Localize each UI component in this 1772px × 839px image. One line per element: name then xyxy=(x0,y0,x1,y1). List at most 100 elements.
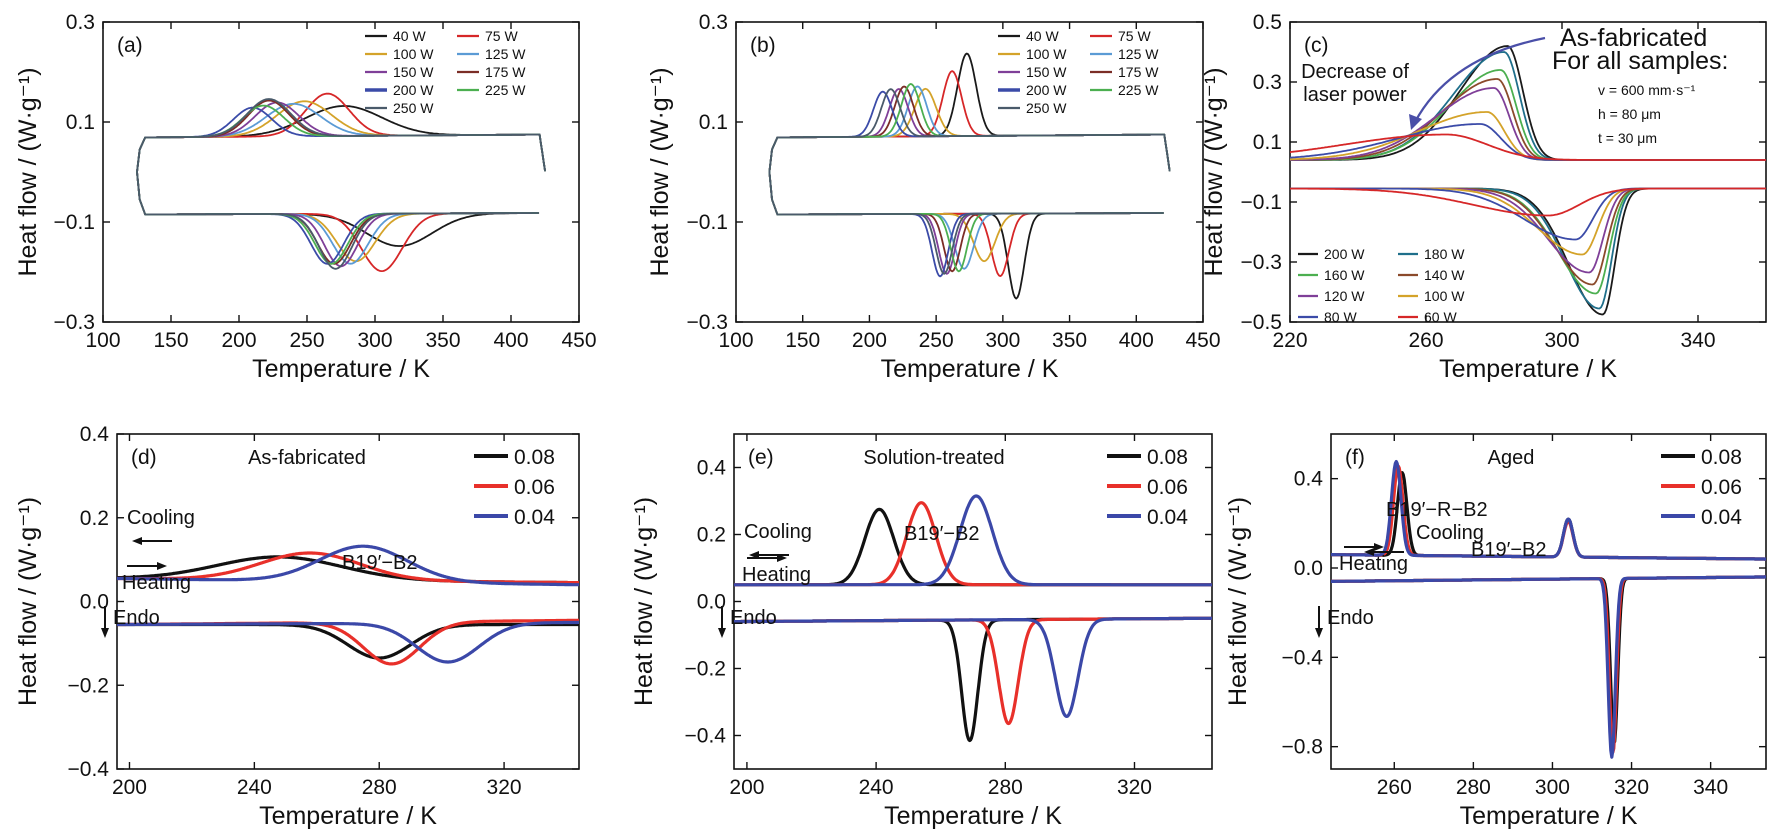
dsc-curve xyxy=(768,88,1171,275)
endo-label: Endo xyxy=(113,607,160,629)
x-tick-label: 280 xyxy=(362,776,397,799)
plot-frame xyxy=(1289,21,1767,323)
x-tick-label: 220 xyxy=(1272,329,1307,352)
y-tick-label: −0.2 xyxy=(68,674,109,697)
curves xyxy=(117,544,579,666)
legend-label: 0.06 xyxy=(514,476,555,499)
x-tick-label: 260 xyxy=(1377,776,1412,799)
y-tick-label: 0.4 xyxy=(697,457,727,480)
x-axis-title: Temperature / K xyxy=(259,802,437,830)
dsc-curve xyxy=(136,92,546,272)
legend-label: 40 W xyxy=(1026,28,1059,44)
x-tick-label: 350 xyxy=(425,329,460,352)
dsc-curve xyxy=(136,105,546,247)
legend-label: 150 W xyxy=(393,64,434,80)
legend-label: 200 W xyxy=(1324,246,1365,262)
panel-label: (e) xyxy=(748,446,774,469)
legend-label: 0.06 xyxy=(1701,476,1742,499)
legend-label: 0.04 xyxy=(514,506,555,529)
x-axis-title: Temperature / K xyxy=(1439,355,1617,383)
endo-label: Endo xyxy=(730,607,777,629)
y-tick-label: 0.2 xyxy=(80,507,109,530)
legend-label: 125 W xyxy=(1118,46,1159,62)
cooling-arrow-head xyxy=(132,537,142,545)
endo-arrow-head xyxy=(718,628,726,638)
x-tick-label: 200 xyxy=(729,776,764,799)
chart-panel-d: 200 240 280 320 −0.4 −0.2 0.0 0.2 0.4 Temperature… xyxy=(14,423,580,830)
legend-label: 0.04 xyxy=(1701,506,1742,529)
legend-label: 250 W xyxy=(393,100,434,116)
transition-label: B19′−R−B2 xyxy=(1386,499,1488,521)
x-tick-label: 300 xyxy=(1535,776,1570,799)
curves xyxy=(734,494,1212,743)
legend-label: 60 W xyxy=(1424,309,1457,325)
y-tick-label: −0.2 xyxy=(685,658,726,681)
dsc-curve-cooling xyxy=(1331,459,1766,561)
y-tick-label: 0.1 xyxy=(1253,131,1282,154)
annotation-decrease-1: Decrease of xyxy=(1301,61,1409,83)
dsc-curve xyxy=(136,106,546,265)
y-tick-label: 0.0 xyxy=(80,591,109,614)
x-tick-label: 100 xyxy=(718,329,753,352)
panel-label: (a) xyxy=(117,34,143,57)
dsc-curve-heating xyxy=(734,616,1212,718)
panel-title: As-fabricated xyxy=(248,447,366,469)
x-tick-label: 240 xyxy=(859,776,894,799)
y-tick-label: −0.4 xyxy=(685,725,727,748)
heating-arrow-head xyxy=(157,562,167,570)
y-axis-title: Heat flow / (W·g⁻¹) xyxy=(630,497,658,706)
cooling-arrow-head xyxy=(1364,548,1374,556)
legend-label: 200 W xyxy=(1026,82,1067,98)
y-tick-label: 0.4 xyxy=(1294,468,1324,491)
x-tick-label: 300 xyxy=(985,329,1020,352)
y-axis-title: Heat flow / (W·g⁻¹) xyxy=(1224,497,1252,706)
legend-label: 175 W xyxy=(1118,64,1159,80)
heating-label: Heating xyxy=(122,572,191,594)
x-tick-label: 340 xyxy=(1680,329,1715,352)
y-axis-title: Heat flow / (W·g⁻¹) xyxy=(14,497,42,706)
transition-label: B19′−B2 xyxy=(1471,539,1546,561)
x-tick-label: 200 xyxy=(852,329,887,352)
parameter-text: h = 80 μm xyxy=(1598,106,1661,122)
y-axis-title: Heat flow / (W·g⁻¹) xyxy=(646,67,674,276)
x-tick-label: 280 xyxy=(988,776,1023,799)
y-tick-label: 0.1 xyxy=(66,111,95,134)
x-tick-label: 250 xyxy=(289,329,324,352)
x-tick-label: 240 xyxy=(237,776,272,799)
dsc-curve xyxy=(768,83,1171,273)
dsc-curve-heating xyxy=(1331,575,1766,754)
y-tick-label: 0.3 xyxy=(1253,71,1282,94)
legend-label: 150 W xyxy=(1026,64,1067,80)
y-tick-label: −0.3 xyxy=(1241,251,1282,274)
decrease-arrow xyxy=(1414,36,1546,123)
legend-label: 100 W xyxy=(393,46,434,62)
x-tick-label: 300 xyxy=(1544,329,1579,352)
dsc-curve-cooling xyxy=(1290,133,1766,161)
legend-label: 40 W xyxy=(393,28,426,44)
heating-label: Heating xyxy=(1339,553,1408,575)
x-tick-label: 100 xyxy=(85,329,120,352)
panel-label: (b) xyxy=(750,34,776,57)
y-tick-label: −0.5 xyxy=(1241,311,1282,334)
cooling-label: Cooling xyxy=(127,507,195,529)
legend-label: 100 W xyxy=(1026,46,1067,62)
x-tick-label: 150 xyxy=(153,329,188,352)
legend-label: 0.06 xyxy=(1147,476,1188,499)
dsc-curve xyxy=(136,99,546,265)
x-tick-label: 300 xyxy=(357,329,392,352)
x-axis-title: Temperature / K xyxy=(881,355,1059,383)
transition-label: B19′−B2 xyxy=(342,552,417,574)
y-tick-label: 0.0 xyxy=(697,591,726,614)
curves xyxy=(1290,45,1766,316)
dsc-curve-heating xyxy=(734,616,1212,743)
y-tick-label: −0.4 xyxy=(1282,646,1324,669)
plot-frame xyxy=(1330,433,1767,770)
dsc-curve xyxy=(768,85,1171,270)
legend-label: 175 W xyxy=(485,64,526,80)
panel-label: (d) xyxy=(131,446,157,469)
dsc-curve-heating xyxy=(1290,187,1766,217)
x-tick-label: 260 xyxy=(1408,329,1443,352)
dsc-curve xyxy=(136,102,546,265)
panel-title: Solution-treated xyxy=(863,447,1004,469)
